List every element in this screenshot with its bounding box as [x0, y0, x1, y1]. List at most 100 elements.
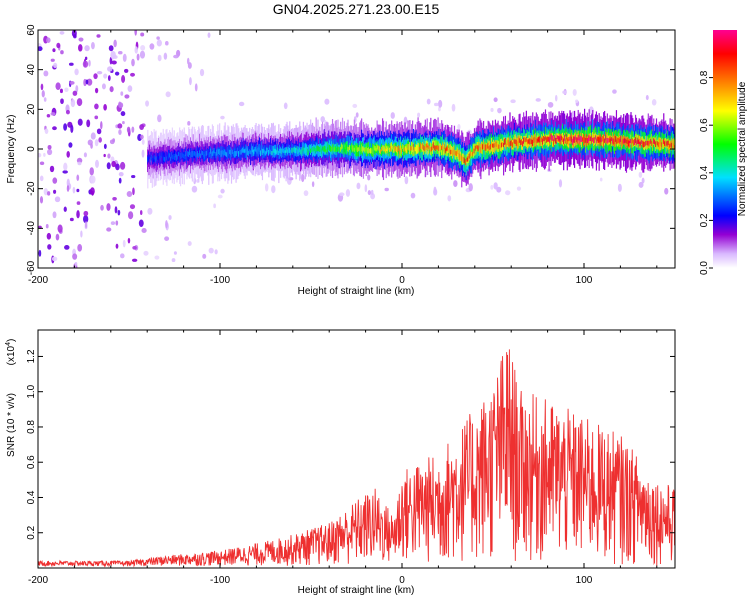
spectrogram-cell [360, 147, 362, 153]
spectrogram-cell [518, 136, 520, 143]
spectrogram-cell [601, 137, 603, 143]
spectrogram-cell [259, 147, 261, 152]
spectrogram-cell [208, 153, 210, 158]
spectrogram-cell [438, 145, 440, 152]
spectrogram-cell [658, 142, 660, 149]
spectrogram-cell [534, 137, 537, 143]
spectrogram-cell [566, 138, 568, 145]
spectrogram-cell [584, 138, 587, 143]
spectrogram-cell [546, 136, 548, 142]
spectrogram-cell [441, 145, 443, 156]
spectrogram-cell [312, 146, 315, 152]
spectrogram-cell [109, 86, 114, 93]
spectrogram-cell [350, 144, 352, 156]
spectrogram-cell [506, 139, 508, 145]
spectrogram-cell [356, 182, 361, 190]
spectrogram-cell [250, 150, 252, 155]
spectrogram-cell [220, 188, 225, 194]
spectrogram-cell [303, 147, 305, 154]
spectrogram-cell [43, 70, 49, 77]
spectrogram-cell [479, 143, 481, 149]
spectrogram-cell [181, 152, 183, 158]
spectrogram-cell [126, 126, 131, 133]
spectrogram-cell [150, 154, 153, 160]
spectrogram-cell [647, 141, 649, 146]
spectrogram-cell [634, 137, 637, 144]
spectrogram-cell [46, 37, 51, 43]
spectrogram-cell [117, 209, 121, 216]
spectrogram-cell [367, 148, 369, 154]
spectrogram-cell [78, 44, 83, 52]
spectrogram-cell [622, 139, 624, 144]
spectrogram-cell [160, 152, 163, 158]
spectrogram-cell [170, 152, 173, 159]
spectrogram-cell [439, 144, 441, 151]
spectrogram-cell [143, 250, 149, 256]
spectrogram-cell [52, 126, 57, 131]
spectrogram-cell [175, 152, 177, 158]
spectrogram-cell [617, 183, 622, 192]
spectrogram-cell [103, 153, 106, 158]
spectrogram-cell [169, 156, 172, 161]
spectrogram-cell [415, 146, 417, 153]
spectrogram-cell [69, 217, 74, 222]
spectrogram-cell [187, 151, 189, 157]
spectrogram-cell [96, 128, 102, 135]
spectrogram-cell [204, 152, 206, 159]
colorbar-label: Normalized spectral amplitude [737, 81, 748, 216]
spectrogram-cell [156, 156, 158, 161]
spectrogram-cell [38, 152, 42, 158]
spectrogram-cell [496, 142, 498, 149]
spectrogram-cell [351, 143, 353, 150]
spectrogram-cell [441, 145, 443, 151]
spectrogram-cell [84, 45, 90, 52]
spectrogram-cell [600, 136, 602, 143]
spectrogram-cell [52, 48, 56, 53]
spectrogram-cell [256, 149, 258, 154]
spectrogram-cell [260, 147, 263, 152]
spectrogram-cell [497, 144, 499, 149]
spectrogram-cell [418, 145, 420, 151]
spectrogram-cell [165, 154, 167, 160]
spectrogram-cell [490, 107, 494, 112]
spectrogram-cell [284, 150, 286, 155]
spectrogram-cell [638, 181, 644, 188]
spectrogram-cell [493, 143, 496, 148]
spectrogram-cell [611, 137, 613, 141]
x-tick-label: -100 [210, 275, 230, 286]
spectrogram-cell [174, 154, 176, 161]
spectrogram-cell [168, 152, 170, 159]
spectrogram-cell [617, 137, 619, 144]
spectrogram-cell [103, 143, 107, 150]
spectrogram-cell [484, 144, 487, 151]
spectrogram-cell [459, 153, 461, 160]
spectrogram-cell [238, 101, 245, 107]
spectrogram-cell [243, 149, 245, 154]
spectrogram-cell [644, 141, 646, 147]
spectrogram-cell [377, 145, 379, 150]
spectrogram-cell [464, 159, 466, 165]
spectrogram-cell [279, 149, 281, 154]
spectrogram-cell [337, 146, 339, 152]
spectrogram-cell [591, 137, 593, 142]
spectrogram-cell [72, 186, 76, 194]
spectrogram-cell [336, 148, 338, 153]
spectrogram-cell [473, 148, 476, 154]
spectrogram-cell [118, 171, 124, 177]
spectrogram-cell [78, 37, 84, 42]
spectrogram-cell [542, 138, 544, 145]
spectrogram-cell [510, 99, 516, 104]
spectrogram-cell [112, 138, 116, 143]
spectrogram-cell [642, 140, 644, 148]
spectrogram-cell [207, 149, 209, 155]
spectrogram-cell [70, 99, 76, 108]
spectrogram-cell [633, 139, 635, 146]
spectrogram-cell [277, 147, 279, 153]
spectrogram-cell [246, 150, 248, 156]
spectrogram-cell [402, 144, 404, 150]
x-tick-label: -200 [28, 275, 48, 286]
spectrogram-cell [411, 146, 413, 151]
spectrogram-cell [55, 82, 61, 90]
spectrogram-cell [587, 137, 589, 144]
spectrogram-cell [338, 146, 340, 152]
